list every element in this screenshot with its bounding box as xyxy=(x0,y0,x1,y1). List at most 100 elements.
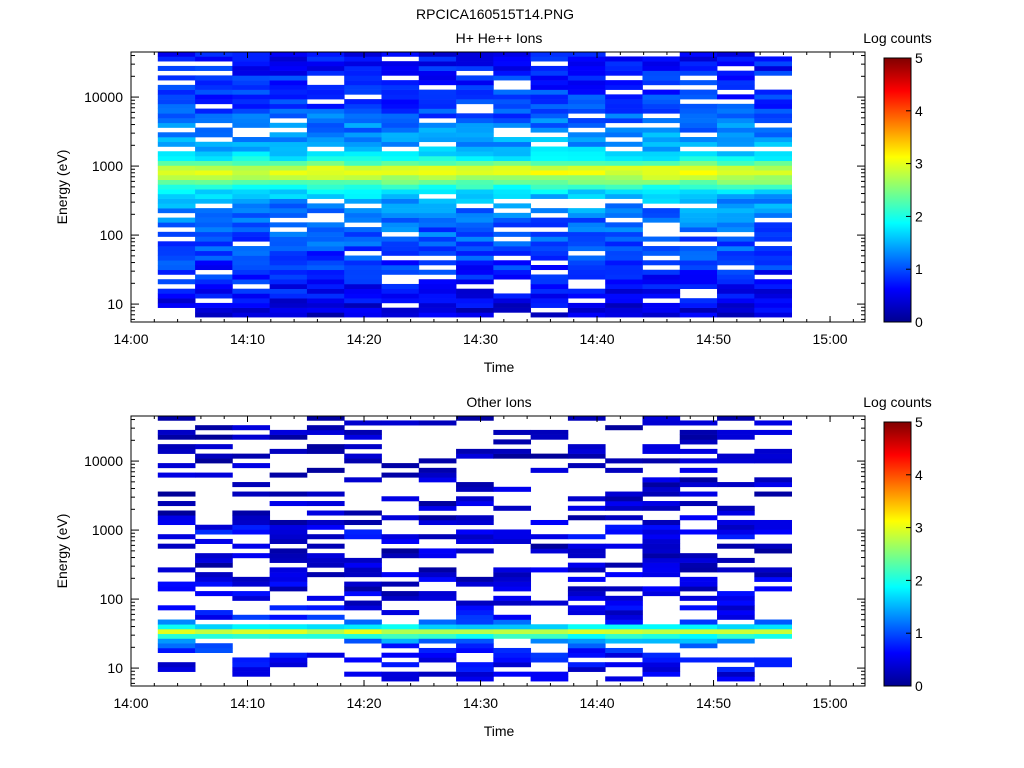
heatmap-cell xyxy=(232,633,271,639)
heatmap-cell xyxy=(642,501,681,507)
heatmap-cell xyxy=(381,184,420,190)
heatmap-cell xyxy=(754,265,792,271)
heatmap-cell xyxy=(754,227,792,233)
heatmap-cell xyxy=(456,241,494,247)
heatmap-cell xyxy=(232,425,271,431)
heatmap-cell xyxy=(642,155,681,162)
heatmap-cell xyxy=(232,274,271,280)
heatmap-cell xyxy=(269,529,308,535)
heatmap-cell xyxy=(269,155,308,162)
heatmap-cell xyxy=(530,638,569,644)
heatmap-cell xyxy=(306,501,345,507)
heatmap-cell xyxy=(605,274,643,280)
heatmap-cell xyxy=(456,260,494,266)
heatmap-cell xyxy=(344,208,382,214)
heatmap-cell xyxy=(418,279,457,285)
heatmap-cell xyxy=(418,227,457,233)
heatmap-cell xyxy=(530,657,569,663)
heatmap-cell xyxy=(344,600,382,606)
heatmap-cell xyxy=(232,137,271,143)
heatmap-cell xyxy=(717,434,755,440)
heatmap-cell xyxy=(605,595,643,601)
heatmap-cell xyxy=(157,666,196,672)
heatmap-cell xyxy=(642,553,681,559)
heatmap-cell xyxy=(754,567,792,573)
heatmap-cell xyxy=(344,174,382,180)
heatmap-cell xyxy=(493,448,532,454)
x-tick-label: 14:40 xyxy=(580,331,615,347)
heatmap-cell xyxy=(754,65,792,71)
heatmap-cell xyxy=(493,586,532,592)
heatmap-cell xyxy=(157,269,196,275)
x-tick-label: 14:50 xyxy=(696,695,731,711)
heatmap-cell xyxy=(530,146,569,152)
heatmap-cell xyxy=(195,75,233,81)
heatmap-cell xyxy=(567,99,606,105)
heatmap-cell xyxy=(306,572,345,578)
heatmap-cell xyxy=(567,463,606,469)
y-tick-label: 100 xyxy=(100,227,124,243)
heatmap-cell xyxy=(754,70,792,76)
heatmap-cell xyxy=(269,279,308,285)
heatmap-cell xyxy=(306,155,345,162)
heatmap-cell xyxy=(418,515,457,521)
heatmap-cell xyxy=(679,122,718,128)
heatmap-cell xyxy=(567,241,606,247)
heatmap-cell xyxy=(418,222,457,228)
heatmap-cell xyxy=(195,633,233,639)
heatmap-cell xyxy=(567,505,606,511)
heatmap-cell xyxy=(418,203,457,209)
heatmap-cell xyxy=(567,179,606,185)
heatmap-cell xyxy=(642,591,681,597)
heatmap-cell xyxy=(717,222,755,228)
heatmap-cell xyxy=(567,652,606,658)
heatmap-cell xyxy=(605,633,643,639)
heatmap-cell xyxy=(717,160,755,166)
heatmap-cell xyxy=(418,298,457,304)
heatmap-cell xyxy=(195,132,233,138)
heatmap-cell xyxy=(195,581,233,587)
heatmap-cell xyxy=(493,118,532,124)
heatmap-cell xyxy=(157,429,196,435)
heatmap-cell xyxy=(344,591,382,597)
heatmap-cell xyxy=(493,486,532,492)
heatmap-cell xyxy=(493,103,532,109)
heatmap-cell xyxy=(679,643,718,649)
heatmap-cell xyxy=(269,501,308,507)
heatmap-cell xyxy=(754,208,792,214)
heatmap-cell xyxy=(157,84,196,90)
heatmap-cell xyxy=(306,118,345,124)
heatmap-cell xyxy=(605,265,643,271)
heatmap-cell xyxy=(605,193,643,199)
heatmap-cell xyxy=(418,302,457,308)
heatmap-cell xyxy=(679,274,718,280)
heatmap-cell xyxy=(493,429,532,435)
heatmap-cell xyxy=(679,184,718,190)
heatmap-cell xyxy=(195,84,233,90)
heatmap-cell xyxy=(157,151,196,157)
heatmap-cell xyxy=(232,629,271,635)
heatmap-cell xyxy=(195,265,233,271)
heatmap-cell xyxy=(679,657,718,663)
heatmap-cell xyxy=(381,179,420,185)
heatmap-cell xyxy=(530,208,569,214)
heatmap-cell xyxy=(306,562,345,568)
heatmap-cell xyxy=(381,193,420,199)
heatmap-cell xyxy=(754,429,792,435)
heatmap-cell xyxy=(381,288,420,294)
heatmap-cell xyxy=(642,80,681,86)
heatmap-cell xyxy=(530,241,569,247)
heatmap-cell xyxy=(642,671,681,677)
heatmap-cell xyxy=(567,496,606,502)
heatmap-cell xyxy=(381,662,420,668)
heatmap-cell xyxy=(456,629,494,635)
heatmap-cell xyxy=(679,52,718,57)
heatmap-cell xyxy=(605,250,643,256)
heatmap-cell xyxy=(642,132,681,138)
heatmap-cell xyxy=(456,118,494,124)
heatmap-cell xyxy=(754,657,792,663)
heatmap-cell xyxy=(381,472,420,478)
heatmap-cell xyxy=(381,283,420,289)
heatmap-cell xyxy=(754,491,792,497)
heatmap-cell xyxy=(717,676,755,682)
